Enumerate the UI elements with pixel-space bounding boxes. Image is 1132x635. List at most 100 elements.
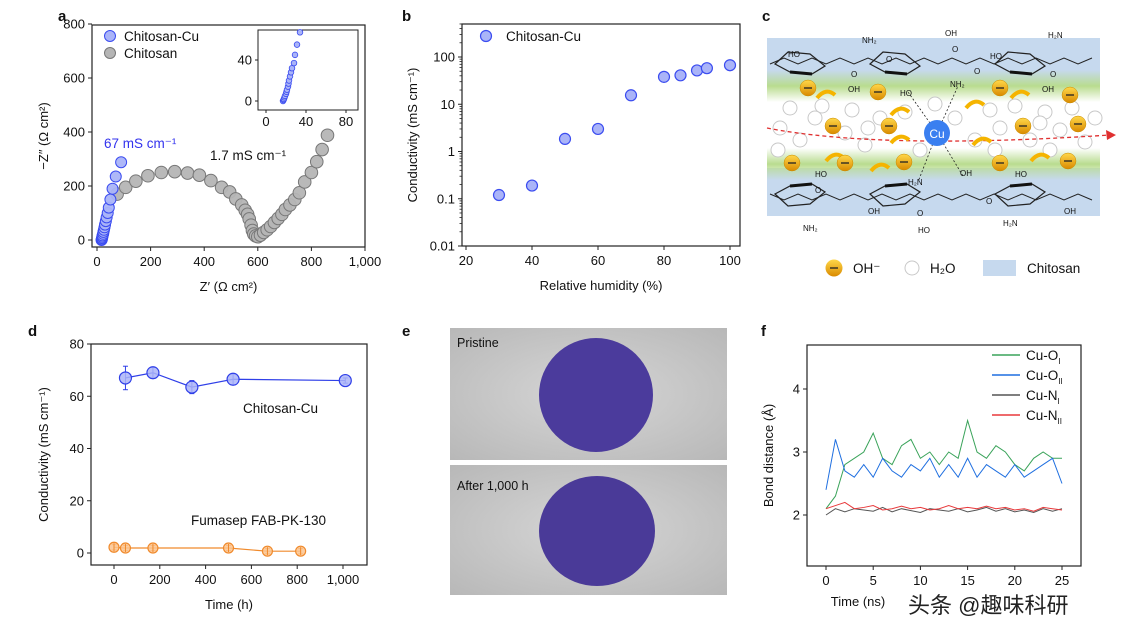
data-point-chitosan: [292, 185, 307, 200]
y-axis-label: Conductivity (mS cm⁻¹): [405, 68, 420, 203]
photo-label: After 1,000 h: [457, 479, 529, 493]
data-point: [525, 179, 539, 192]
x-tick-label: 800: [301, 254, 323, 269]
data-point: [690, 64, 704, 77]
y-axis-label: Conductivity (mS cm⁻¹): [36, 387, 51, 522]
data-point-chitosan: [309, 154, 324, 169]
legend-water-marker: [904, 260, 920, 276]
watermark: 头条 @趣味科研: [908, 593, 1068, 618]
chem-label: HO: [900, 89, 912, 98]
chem-label: NH₂: [803, 224, 818, 233]
ion-transport-path: [766, 127, 1111, 142]
legend-marker: [104, 30, 116, 42]
y-tick-label: 0.01: [430, 239, 455, 254]
water-molecule: [807, 110, 823, 126]
chem-label: HO: [788, 50, 800, 59]
data-point-chitosan-cu: [104, 193, 117, 206]
copper-ion: [924, 120, 950, 146]
legend-oh-label: OH⁻: [853, 261, 880, 276]
y-tick-label: 2: [793, 508, 800, 523]
y-tick-label: 0.1: [437, 191, 455, 206]
chem-label: OH: [868, 207, 880, 216]
legend-label: Cu-NII: [1026, 408, 1062, 426]
data-point: [723, 59, 737, 72]
data-point-chitosan: [167, 164, 182, 179]
hopping-arrow-icon: [889, 134, 911, 145]
chem-label: OH: [945, 29, 957, 38]
data-point-chitosan-cu: [106, 182, 119, 195]
legend-marker: [104, 47, 116, 59]
y-tick-label: 80: [70, 337, 84, 352]
chem-label: OH: [960, 169, 972, 178]
panel-label-a: a: [58, 8, 67, 25]
y-tick-label: 40: [70, 441, 84, 456]
series-line: [825, 501, 1063, 512]
x-tick-label: 60: [591, 253, 605, 268]
x-tick-label: 5: [870, 573, 877, 588]
water-molecule: [912, 142, 928, 158]
inset-frame: [257, 29, 359, 111]
y-tick-label: 400: [63, 125, 85, 140]
series-label: Chitosan-Cu: [243, 401, 318, 416]
chem-label: HO: [1015, 170, 1027, 179]
legend-chitosan-swatch: [983, 260, 1016, 276]
ring-bold-edge: [1009, 70, 1033, 76]
series-label: Fumasep FAB-PK-130: [191, 513, 326, 528]
hopping-arrow-icon: [1029, 152, 1051, 163]
annotation-chitosan: 1.7 mS cm⁻¹: [210, 148, 287, 163]
chitosan-chain: [769, 193, 1093, 201]
chem-label: HO: [918, 226, 930, 235]
annotation-chitosan-cu: 67 mS cm⁻¹: [104, 136, 177, 151]
inset-x-tick-label: 0: [262, 114, 269, 129]
legend-chitosan-label: Chitosan: [1027, 261, 1080, 276]
water-molecule: [782, 100, 798, 116]
chem-label: O: [917, 209, 923, 218]
water-molecule: [1087, 110, 1103, 126]
chem-label: HO: [815, 170, 827, 179]
hopping-arrow-icon: [889, 106, 911, 117]
inset-data-point: [293, 41, 301, 48]
water-molecule: [857, 137, 873, 153]
x-tick-label: 20: [459, 253, 473, 268]
chem-label: OH: [848, 85, 860, 94]
y-tick-label: 600: [63, 71, 85, 86]
data-point: [338, 373, 352, 388]
hopping-arrow-icon: [964, 99, 986, 110]
panel-e-photos: Pristine After 1,000 h: [450, 328, 727, 595]
y-tick-label: 200: [63, 179, 85, 194]
photo-pristine: Pristine: [450, 328, 727, 460]
copper-label: Cu: [929, 127, 944, 141]
chem-label: O: [815, 186, 821, 195]
x-tick-label: 600: [241, 572, 263, 587]
x-tick-label: 40: [525, 253, 539, 268]
data-point: [624, 89, 638, 102]
y-tick-label: 10: [441, 97, 455, 112]
legend-label: Cu-OI: [1026, 348, 1061, 366]
ring-bold-edge: [789, 182, 813, 188]
panel-label-e: e: [402, 323, 410, 340]
data-point: [591, 122, 605, 136]
legend-water-label: H₂O: [930, 261, 956, 276]
x-tick-label: 200: [149, 572, 171, 587]
legend-label: Chitosan: [124, 46, 177, 61]
chem-label: NH₂: [862, 36, 877, 45]
data-point-chitosan: [180, 166, 195, 180]
chem-label: O: [974, 67, 980, 76]
chem-label: O: [986, 197, 992, 206]
x-tick-label: 200: [140, 254, 162, 269]
panel-label-f: f: [761, 323, 767, 340]
water-molecule: [1052, 122, 1068, 138]
water-molecule: [992, 120, 1008, 136]
panel-b-humidity-plot: 20 40 60 80 100 0.01 0.1 1 10 100 Relative humidit…: [405, 23, 741, 293]
inset-data-point: [290, 59, 298, 67]
data-point: [674, 69, 687, 82]
series-line: [825, 439, 1063, 490]
ring-bold-edge: [884, 70, 908, 76]
water-molecule: [792, 132, 808, 148]
y-tick-label: 60: [70, 389, 84, 404]
x-tick-label: 25: [1055, 573, 1069, 588]
x-tick-label: 80: [657, 253, 671, 268]
x-tick-label: 400: [195, 572, 217, 587]
panel-label-b: b: [402, 8, 411, 25]
